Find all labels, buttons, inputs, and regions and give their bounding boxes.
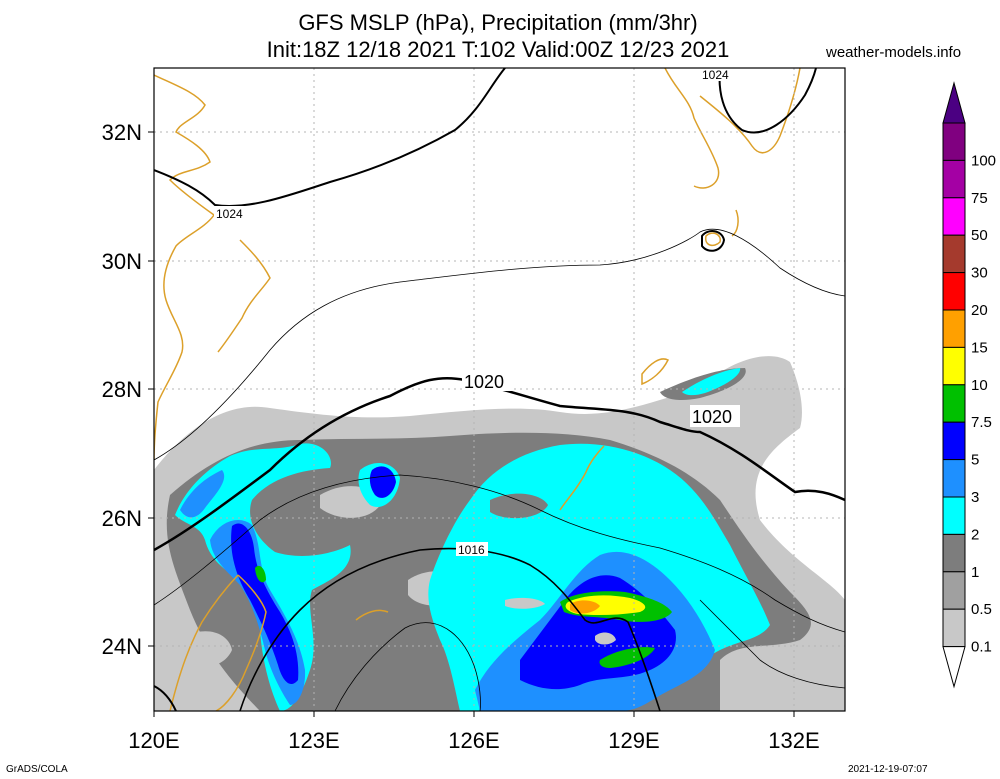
footer-software: GrADS/COLA	[6, 764, 68, 775]
precip-3-area-sw	[231, 523, 299, 685]
precip-5-band-south	[599, 647, 655, 668]
isobar-corner	[154, 685, 177, 711]
colorbar-label: 100	[971, 152, 996, 169]
colorbar-swatch	[942, 197, 966, 236]
taiwan-coast	[169, 574, 267, 711]
kyushu-coast	[664, 68, 801, 189]
isobar-label-1020-central: 1020	[464, 372, 504, 392]
tanegashima	[731, 209, 739, 237]
precip-field	[154, 356, 845, 711]
isobar-1018-east	[699, 599, 845, 689]
amami-islands	[641, 358, 670, 386]
isobars	[154, 68, 845, 711]
lon-label: 129E	[608, 728, 659, 753]
isobar-1018	[154, 474, 845, 633]
isobar-label-1020-east: 1020	[692, 407, 732, 427]
isobar-1024-closed	[701, 230, 726, 252]
colorbar-swatch	[942, 421, 966, 461]
colorbar-label: 20	[971, 302, 988, 319]
axis-ticks	[148, 131, 795, 717]
lon-label: 132E	[768, 728, 819, 753]
colorbar-swatch	[942, 533, 966, 573]
colorbar-label: 50	[971, 227, 988, 244]
precip-gap	[505, 597, 545, 609]
colorbar-label: 3	[971, 489, 979, 506]
isobar-1016	[239, 547, 661, 711]
colorbar-swatch	[942, 571, 966, 610]
precip-gap	[595, 632, 616, 645]
okinawa-coast	[559, 445, 605, 511]
lat-label: 32N	[102, 120, 142, 145]
colorbar-swatch	[942, 496, 966, 535]
isobar-1024-west	[154, 68, 506, 207]
colorbar-top-arrow	[942, 81, 966, 124]
precip-gap	[490, 493, 548, 519]
colorbar-swatch	[942, 309, 966, 348]
precip-5-blob-west	[255, 565, 266, 583]
colorbar-swatch	[942, 384, 966, 423]
colorbar-swatch	[942, 459, 966, 498]
precip-2-area-west	[180, 470, 225, 518]
colorbar-label: 7.5	[971, 414, 992, 431]
lat-label: 26N	[102, 506, 142, 531]
lat-label: 30N	[102, 249, 142, 274]
colorbar-label: 15	[971, 339, 988, 356]
isobar-label-1016: 1016	[458, 543, 485, 557]
lon-label: 126E	[448, 728, 499, 753]
colorbar-bottom-arrow	[942, 646, 966, 689]
isobar-label-1024-east: 1024	[702, 68, 729, 82]
precip-1-band-ne	[682, 368, 741, 396]
isobar-1014	[334, 622, 481, 711]
colorbar-label: 5	[971, 452, 979, 469]
site-credit: weather-models.info	[826, 44, 962, 61]
isobar-1022	[154, 228, 845, 461]
yaeyama-islands	[355, 609, 389, 621]
chart-subtitle: Init:18Z 12/18 2021 T:102 Valid:00Z 12/2…	[266, 37, 730, 62]
precip-3-blob-north	[369, 466, 396, 498]
colorbar-label: 0.1	[971, 639, 992, 656]
colorbar-label: 10	[971, 377, 988, 394]
colorbar-label: 30	[971, 265, 988, 282]
colorbar-swatch	[942, 122, 966, 161]
isobar-1024-east	[718, 68, 817, 134]
lon-label: 120E	[128, 728, 179, 753]
isobar-label-1024-west: 1024	[216, 207, 243, 221]
graticule	[154, 68, 845, 711]
colorbar-swatch	[942, 608, 966, 648]
chart-title: GFS MSLP (hPa), Precipitation (mm/3hr)	[298, 10, 698, 35]
colorbar-label: 2	[971, 526, 979, 543]
colorbar-label: 0.5	[971, 601, 992, 618]
zhoushan-islands	[217, 239, 271, 353]
lat-label: 28N	[102, 377, 142, 402]
isobar-1020	[154, 376, 845, 552]
colorbar-label: 75	[971, 190, 988, 207]
yakushima	[705, 232, 721, 247]
colorbar-swatch	[942, 159, 966, 199]
lon-label: 123E	[288, 728, 339, 753]
lat-label: 24N	[102, 634, 142, 659]
colorbar-label: 1	[971, 564, 979, 581]
colorbar-swatch	[942, 234, 966, 274]
colorbar-swatch	[942, 272, 966, 311]
colorbar-swatch	[942, 346, 966, 386]
footer-timestamp: 2021-12-19-07:07	[848, 764, 928, 775]
